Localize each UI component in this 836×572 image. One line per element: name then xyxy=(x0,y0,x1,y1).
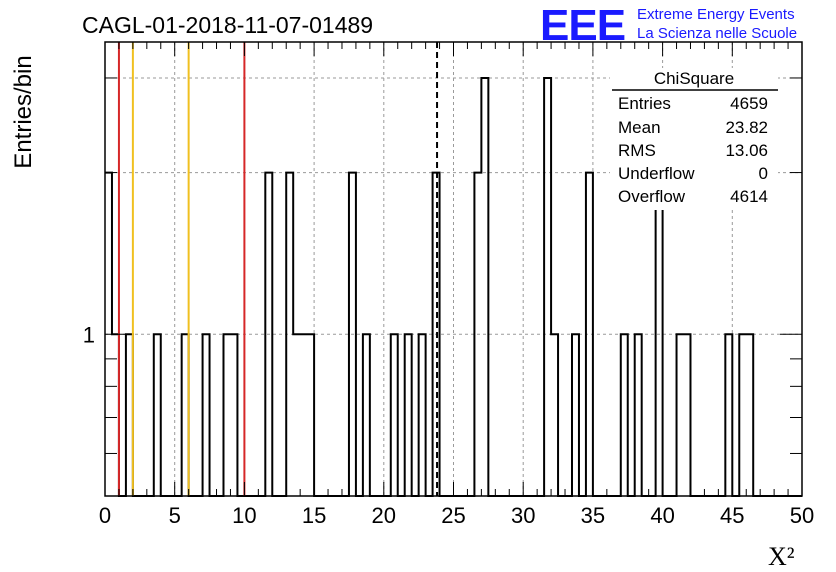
histogram-bin xyxy=(223,334,230,496)
histogram-bin xyxy=(656,173,663,496)
x-tick-label: 35 xyxy=(581,503,605,528)
histogram-bin xyxy=(746,334,753,496)
stats-box-background xyxy=(610,68,778,210)
histogram-bin xyxy=(635,334,642,496)
histogram-bin xyxy=(154,334,161,496)
histogram-bin xyxy=(544,78,551,496)
histogram-bin xyxy=(419,334,426,496)
histogram-bin xyxy=(230,334,237,496)
histogram-bin xyxy=(182,334,189,496)
x-axis-ticks: 0 5 10 15 20 25 30 35 40 45 50 xyxy=(99,42,814,528)
histogram-bin xyxy=(551,334,558,496)
histogram-bin xyxy=(677,334,684,496)
histogram-bin xyxy=(126,334,133,496)
x-tick-label: 25 xyxy=(441,503,465,528)
stats-value-overflow: 4614 xyxy=(730,187,768,206)
stats-value-entries: 4659 xyxy=(730,94,768,113)
x-tick-label: 10 xyxy=(232,503,256,528)
x-tick-label: 40 xyxy=(650,503,674,528)
histogram-bin xyxy=(684,334,691,496)
histogram-bin xyxy=(739,334,746,496)
stats-label-overflow: Overflow xyxy=(618,187,686,206)
x-tick-label: 45 xyxy=(720,503,744,528)
histogram-bin xyxy=(621,334,628,496)
stats-value-rms: 13.06 xyxy=(725,141,768,160)
stats-value-mean: 23.82 xyxy=(725,118,768,137)
histogram-bin xyxy=(481,78,488,496)
y-axis-ticks: 1 xyxy=(83,77,802,454)
x-axis-label: X² xyxy=(768,542,795,571)
histogram-bin xyxy=(405,334,412,496)
y-axis-label: Entries/bin xyxy=(10,55,37,168)
x-tick-label: 50 xyxy=(790,503,814,528)
histogram-bin xyxy=(203,334,210,496)
x-tick-label: 15 xyxy=(302,503,326,528)
chart-title: CAGL-01-2018-11-07-01489 xyxy=(82,12,373,38)
x-tick-label: 30 xyxy=(511,503,535,528)
histogram-bin xyxy=(572,334,579,496)
histogram-bin xyxy=(265,173,272,496)
logo-line1: Extreme Energy Events xyxy=(637,6,795,23)
stats-label-entries: Entries xyxy=(618,94,671,113)
stats-box: ChiSquare Entries 4659 Mean 23.82 RMS 13… xyxy=(610,68,778,210)
x-tick-label: 0 xyxy=(99,503,111,528)
eee-logo: EEE Extreme Energy Events La Scienza nel… xyxy=(540,1,797,50)
histogram-bin xyxy=(586,173,593,496)
stats-label-underflow: Underflow xyxy=(618,164,695,183)
histogram-bin xyxy=(293,334,300,496)
histogram-bin xyxy=(300,334,307,496)
histogram-bin xyxy=(307,334,314,496)
histogram-bin xyxy=(286,173,293,496)
histogram-bin xyxy=(474,173,481,496)
stats-label-rms: RMS xyxy=(618,141,656,160)
y-tick-label: 1 xyxy=(83,322,95,347)
x-tick-label: 5 xyxy=(169,503,181,528)
stats-label-mean: Mean xyxy=(618,118,661,137)
histogram-bin xyxy=(349,173,356,496)
logo-line2: La Scienza nelle Scuole xyxy=(637,25,797,42)
stats-value-underflow: 0 xyxy=(759,164,768,183)
histogram-bin xyxy=(363,334,370,496)
histogram-bin xyxy=(391,334,398,496)
reference-lines xyxy=(117,42,439,496)
histogram-bin xyxy=(725,334,732,496)
stats-box-title: ChiSquare xyxy=(654,69,734,88)
x-tick-label: 20 xyxy=(372,503,396,528)
